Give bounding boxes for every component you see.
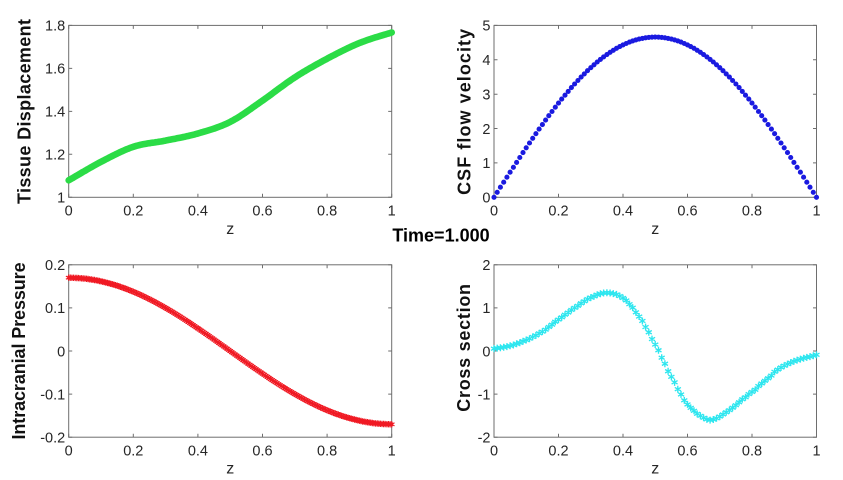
svg-text:1: 1 bbox=[57, 191, 65, 207]
svg-text:0: 0 bbox=[57, 344, 65, 360]
svg-text:0: 0 bbox=[482, 344, 490, 360]
svg-text:2: 2 bbox=[482, 122, 490, 138]
svg-text:z: z bbox=[226, 221, 234, 238]
svg-text:0.8: 0.8 bbox=[317, 204, 337, 220]
svg-text:0.6: 0.6 bbox=[252, 443, 272, 459]
svg-text:-0.1: -0.1 bbox=[40, 387, 65, 403]
svg-text:0.6: 0.6 bbox=[252, 204, 272, 220]
svg-text:0.8: 0.8 bbox=[742, 204, 762, 220]
svg-text:0.2: 0.2 bbox=[45, 258, 65, 274]
svg-text:-2: -2 bbox=[478, 431, 491, 447]
svg-text:Cross section: Cross section bbox=[454, 283, 474, 412]
svg-text:0.2: 0.2 bbox=[123, 443, 143, 459]
svg-text:0: 0 bbox=[65, 204, 73, 220]
svg-text:0: 0 bbox=[482, 191, 490, 207]
svg-text:1.6: 1.6 bbox=[45, 62, 65, 78]
svg-text:1: 1 bbox=[812, 204, 820, 220]
svg-text:0.6: 0.6 bbox=[677, 204, 697, 220]
svg-text:0.8: 0.8 bbox=[317, 443, 337, 459]
svg-text:CSF flow velocity: CSF flow velocity bbox=[455, 28, 475, 195]
svg-text:0.6: 0.6 bbox=[677, 443, 697, 459]
svg-text:1.8: 1.8 bbox=[45, 19, 65, 35]
svg-text:0: 0 bbox=[490, 443, 498, 459]
svg-text:0.4: 0.4 bbox=[188, 443, 208, 459]
svg-text:-0.2: -0.2 bbox=[40, 431, 65, 447]
svg-text:0.1: 0.1 bbox=[45, 301, 65, 317]
svg-text:1.2: 1.2 bbox=[45, 148, 65, 164]
svg-text:1: 1 bbox=[812, 443, 820, 459]
svg-text:3: 3 bbox=[482, 88, 490, 104]
svg-text:4: 4 bbox=[482, 53, 490, 69]
svg-text:1: 1 bbox=[388, 204, 396, 220]
svg-text:1: 1 bbox=[482, 301, 490, 317]
svg-text:0: 0 bbox=[65, 443, 73, 459]
svg-text:0.2: 0.2 bbox=[548, 443, 568, 459]
svg-text:z: z bbox=[651, 221, 659, 238]
svg-text:Tissue Displacement: Tissue Displacement bbox=[15, 19, 35, 204]
svg-text:0.4: 0.4 bbox=[613, 204, 633, 220]
svg-text:z: z bbox=[226, 461, 234, 478]
svg-text:1: 1 bbox=[388, 443, 396, 459]
svg-text:2: 2 bbox=[482, 258, 490, 274]
svg-text:1: 1 bbox=[482, 156, 490, 172]
svg-text:0: 0 bbox=[490, 204, 498, 220]
svg-text:5: 5 bbox=[482, 19, 490, 35]
svg-text:1.4: 1.4 bbox=[45, 105, 65, 121]
svg-text:0.8: 0.8 bbox=[742, 443, 762, 459]
svg-text:0.4: 0.4 bbox=[613, 443, 633, 459]
svg-text:0.4: 0.4 bbox=[188, 204, 208, 220]
svg-text:Intracranial Pressure: Intracranial Pressure bbox=[9, 262, 29, 439]
svg-text:Time=1.000: Time=1.000 bbox=[392, 225, 489, 245]
svg-text:0.2: 0.2 bbox=[548, 204, 568, 220]
svg-text:-1: -1 bbox=[478, 387, 491, 403]
svg-text:z: z bbox=[651, 461, 659, 478]
svg-text:0.2: 0.2 bbox=[123, 204, 143, 220]
